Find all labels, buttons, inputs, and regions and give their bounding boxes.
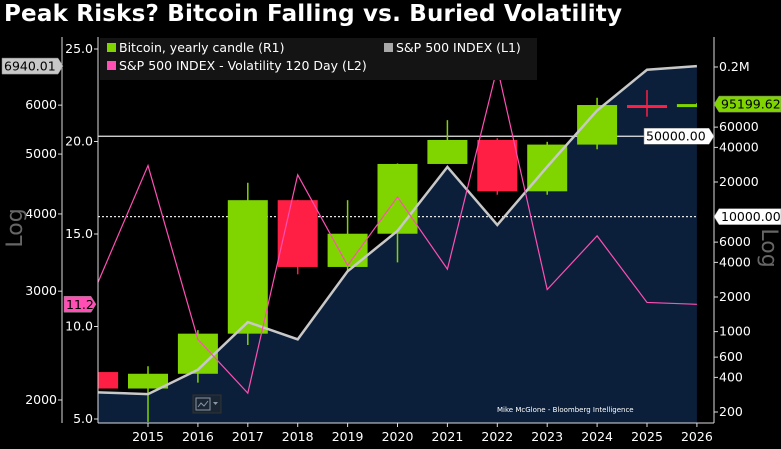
l1-tick-label: 6000	[25, 97, 57, 112]
r1-tick-label: 6000	[719, 234, 751, 249]
r1-tick-label: 200	[719, 404, 743, 419]
l2-last-value: 11.2	[66, 297, 94, 312]
reference-line-label: 10000.00	[721, 209, 781, 224]
legend-swatch	[107, 61, 116, 70]
x-tick-label: 2023	[531, 429, 563, 444]
volatility-line	[98, 67, 697, 395]
l2-tick-label: 15.0	[65, 226, 93, 241]
line-chart-icon	[195, 397, 211, 411]
l2-tick-label: 10.0	[65, 319, 93, 334]
r1-axis-title: Log	[756, 228, 781, 267]
candle-body-2021	[427, 139, 468, 164]
x-tick-label: 2018	[282, 429, 314, 444]
legend-box	[100, 38, 537, 80]
l1-axis-title: Log	[3, 208, 28, 247]
candle-body-2020	[377, 163, 418, 234]
reference-line-label: 50000.00	[646, 129, 706, 144]
x-tick-label: 2021	[431, 429, 463, 444]
candle-body-2025	[627, 105, 667, 109]
r1-tick-label: 1000	[719, 324, 751, 339]
reference-line-label-bg	[713, 208, 781, 225]
legend-label: S&P 500 INDEX - Volatility 120 Day (L2)	[119, 58, 367, 73]
r1-tick-label: 4000	[719, 254, 751, 269]
x-tick-label: 2025	[631, 429, 663, 444]
l1-tick-label: 3000	[25, 283, 57, 298]
plot-area	[98, 64, 697, 423]
legend-label: Bitcoin, yearly candle (R1)	[119, 40, 284, 55]
candle-body-2014	[98, 372, 119, 389]
r1-tick-label: 600	[719, 349, 743, 364]
legend-swatch	[107, 43, 116, 52]
x-tick-label: 2016	[182, 429, 214, 444]
x-tick-label: 2024	[581, 429, 613, 444]
chevron-down-icon	[213, 402, 218, 405]
chart-title: Peak Risks? Bitcoin Falling vs. Buried V…	[4, 1, 623, 27]
candle-body-2015	[128, 373, 168, 389]
annotation-text: Mike McGlone - Bloomberg Intelligence	[497, 406, 634, 414]
r1-last-value: 95199.62	[721, 97, 781, 112]
l2-tick-label: 20.0	[65, 134, 93, 149]
r1-tick-label: 40000	[719, 139, 759, 154]
l2-tick-label: 25.0	[65, 41, 93, 56]
l2-last-value-bg	[63, 296, 97, 313]
legend-swatch	[384, 43, 393, 52]
l1-last-value: 6940.01	[4, 59, 56, 74]
candle-body-2019	[327, 233, 368, 267]
l1-tick-label: 5000	[25, 146, 57, 161]
x-tick-label: 2019	[332, 429, 364, 444]
candle-body-2017	[227, 200, 268, 334]
sp500-line	[98, 64, 697, 396]
r1-tick-label: 400	[719, 369, 743, 384]
x-tick-label: 2022	[481, 429, 513, 444]
r1-tick-label: 20000	[719, 174, 759, 189]
reference-line-label-bg	[643, 127, 715, 145]
r1-last-value-bg	[713, 95, 781, 113]
x-tick-label: 2020	[382, 429, 414, 444]
legend-label: S&P 500 INDEX (L1)	[396, 40, 521, 55]
l1-tick-label: 2000	[25, 392, 57, 407]
line-chart-icon-stroke	[197, 400, 209, 408]
l1-tick-label: 4000	[25, 206, 57, 221]
l2-tick-label: 5.0	[73, 411, 93, 426]
l1-last-value-bg	[1, 57, 64, 75]
r1-tick-label: 0.2M	[719, 59, 750, 74]
r1-tick-label: 2000	[719, 289, 751, 304]
x-tick-label: 2026	[681, 429, 713, 444]
x-tick-label: 2017	[232, 429, 264, 444]
x-tick-label: 2015	[132, 429, 164, 444]
chart-type-button[interactable]	[192, 394, 222, 414]
candle-body-2026	[676, 104, 697, 108]
candle-body-2022	[477, 139, 518, 192]
r1-tick-label: 60000	[719, 119, 759, 134]
